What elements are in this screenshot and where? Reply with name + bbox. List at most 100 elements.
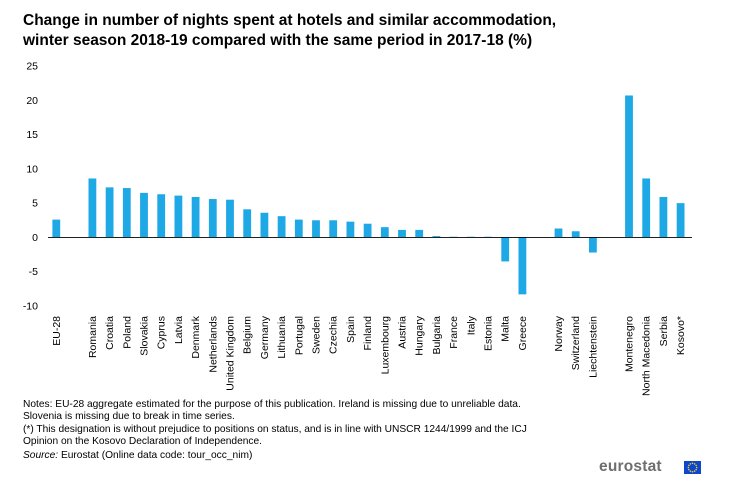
x-tick-label: Montenegro — [624, 316, 636, 372]
x-tick-label: Lithuania — [276, 316, 288, 359]
flag-star — [695, 466, 698, 469]
x-tick-label: Greece — [517, 316, 529, 351]
y-tick-label: 0 — [32, 232, 38, 244]
notes-line-3: (*) This designation is without prejudic… — [23, 423, 527, 435]
x-tick-label: Romania — [87, 316, 99, 358]
flag-star — [689, 463, 692, 465]
x-tick-label: Spain — [345, 316, 357, 343]
x-tick-label: Malta — [500, 316, 512, 342]
y-axis: 25 20 15 10 5 0 -5 -10 — [23, 61, 38, 313]
bar-liechtenstein — [589, 237, 597, 253]
bar-belgium — [243, 209, 252, 238]
bar-slovakia — [140, 192, 148, 238]
bar-norway — [554, 228, 563, 238]
y-tick-label: 20 — [26, 95, 38, 107]
flag-star — [689, 470, 692, 472]
flag-star — [687, 466, 690, 469]
y-tick-label: 25 — [26, 61, 38, 73]
bar-bulgaria — [432, 236, 441, 238]
bar-portugal — [294, 219, 303, 238]
bar-eu-28 — [52, 219, 61, 238]
flag-star — [688, 464, 690, 467]
x-tick-label: Norway — [553, 315, 565, 351]
x-tick-label: Latvia — [173, 316, 185, 344]
x-tick-label: Bulgaria — [431, 316, 443, 355]
x-tick-label: Estonia — [483, 316, 495, 351]
x-tick-label: Finland — [362, 316, 374, 351]
y-tick-label: 15 — [26, 129, 38, 141]
bar-chart: 25 20 15 10 5 0 -5 -10 EU-28 Romania Croatia Polan… — [23, 61, 692, 396]
flag-star — [691, 462, 694, 465]
flag-star — [693, 470, 696, 472]
x-tick-label: France — [448, 316, 460, 349]
bar-serbia — [659, 196, 668, 238]
x-tick-label: Switzerland — [570, 316, 582, 370]
x-tick-label: Poland — [121, 316, 133, 349]
chart-title-line-1: Change in number of nights spent at hote… — [23, 12, 557, 29]
bar-netherlands — [208, 199, 217, 238]
bar-germany — [260, 212, 269, 238]
y-tick-label: 10 — [26, 163, 38, 175]
bar-lithuania — [277, 216, 286, 238]
eu-flag-icon — [684, 461, 701, 474]
y-tick-label: -10 — [23, 301, 38, 313]
bar-denmark — [191, 196, 200, 238]
eurostat-wordmark: eurostat — [599, 458, 662, 475]
x-tick-label: Denmark — [190, 315, 202, 358]
bar-north-macedonia — [642, 178, 651, 238]
bars — [52, 95, 685, 295]
x-tick-label: Sweden — [311, 316, 323, 354]
x-tick-label: Hungary — [414, 315, 426, 355]
bar-cyprus — [157, 194, 166, 238]
flag-star — [691, 470, 694, 473]
bar-switzerland — [571, 231, 580, 238]
x-tick-label: Serbia — [658, 316, 670, 347]
source-line: Source: Eurostat (Online data code: tour… — [23, 450, 252, 461]
x-tick-label: Slovakia — [139, 316, 151, 356]
bar-finland — [363, 223, 372, 238]
notes-line-1: Notes: EU-28 aggregate estimated for the… — [23, 399, 521, 410]
y-tick-label: -5 — [29, 266, 38, 278]
flag-star — [695, 464, 697, 467]
x-tick-label: Germany — [259, 315, 271, 359]
bar-romania — [88, 178, 97, 238]
bar-united-kingdom — [226, 199, 234, 238]
x-tick-label: Czechia — [328, 316, 340, 354]
bar-austria — [398, 229, 406, 238]
x-tick-label: Austria — [397, 316, 409, 349]
x-tick-label: North Macedonia — [641, 316, 653, 396]
bar-poland — [122, 188, 131, 238]
x-tick-label: Cyprus — [156, 316, 168, 349]
x-tick-label: EU-28 — [51, 316, 63, 346]
bar-malta — [501, 237, 510, 262]
y-tick-label: 5 — [32, 198, 38, 210]
bar-latvia — [174, 195, 183, 238]
x-tick-label: Portugal — [293, 316, 305, 355]
x-tick-label: Kosovo* — [675, 316, 687, 355]
x-axis: EU-28 Romania Croatia Poland Slovakia Cyprus L… — [48, 237, 692, 396]
bar-spain — [346, 221, 355, 238]
source-label: Source: — [23, 450, 59, 461]
chart-title-line-2: winter season 2018-19 compared with the … — [23, 32, 533, 49]
x-tick-label: Belgium — [242, 316, 254, 354]
bar-kosovo — [676, 203, 685, 238]
bar-luxembourg — [380, 227, 389, 238]
bar-croatia — [105, 187, 114, 238]
flag-star — [695, 468, 697, 471]
flag-star — [693, 463, 696, 465]
notes-line-2: Slovenia is missing due to break in time… — [23, 411, 235, 423]
source-text: Eurostat (Online data code: tour_occ_nim… — [58, 450, 253, 461]
x-tick-label: Croatia — [104, 316, 116, 350]
bar-greece — [518, 237, 527, 295]
x-tick-label: Netherlands — [207, 316, 219, 373]
bar-sweden — [312, 220, 320, 238]
x-tick-label: Liechtenstein — [587, 316, 599, 378]
x-tick-label: Italy — [465, 315, 477, 335]
bar-montenegro — [625, 95, 633, 238]
x-tick-label: Luxembourg — [379, 316, 391, 375]
chart-notes: Notes: EU-28 aggregate estimated for the… — [23, 399, 723, 449]
bar-czechia — [329, 220, 338, 238]
notes-line-4: Opinion on the Kosovo Declaration of Ind… — [23, 436, 263, 448]
chart-title: Change in number of nights spent at hote… — [23, 11, 723, 51]
flag-star — [688, 468, 690, 471]
